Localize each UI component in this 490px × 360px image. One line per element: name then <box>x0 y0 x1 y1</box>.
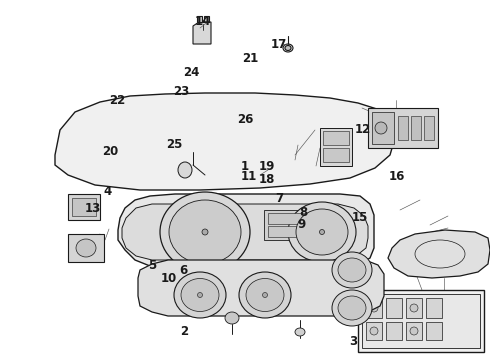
Polygon shape <box>138 260 384 316</box>
Ellipse shape <box>410 304 418 312</box>
Text: 12: 12 <box>354 123 371 136</box>
Text: 13: 13 <box>85 202 101 215</box>
Text: 17: 17 <box>271 39 288 51</box>
Polygon shape <box>68 194 100 220</box>
Text: 9: 9 <box>297 219 305 231</box>
Text: 26: 26 <box>237 113 253 126</box>
Text: 25: 25 <box>166 138 182 151</box>
Text: 3: 3 <box>349 335 357 348</box>
Text: 18: 18 <box>259 173 275 186</box>
Text: 11: 11 <box>241 170 257 183</box>
Ellipse shape <box>76 239 96 257</box>
Bar <box>204 16 209 22</box>
Bar <box>362 294 480 348</box>
Polygon shape <box>55 93 395 190</box>
Ellipse shape <box>178 162 192 178</box>
Polygon shape <box>122 204 368 260</box>
Bar <box>323 148 349 162</box>
Polygon shape <box>118 194 374 268</box>
Ellipse shape <box>169 200 241 264</box>
Text: 8: 8 <box>300 206 308 219</box>
Ellipse shape <box>239 272 291 318</box>
Text: 7: 7 <box>275 192 283 204</box>
Bar <box>406 298 422 318</box>
Text: 19: 19 <box>259 160 275 173</box>
Bar <box>386 298 402 318</box>
Ellipse shape <box>375 122 387 134</box>
Bar <box>264 210 314 240</box>
Bar <box>426 298 442 318</box>
Bar <box>406 322 422 340</box>
Polygon shape <box>368 108 438 148</box>
Ellipse shape <box>263 292 268 297</box>
Bar <box>358 290 484 352</box>
Text: 5: 5 <box>148 259 156 272</box>
Ellipse shape <box>370 304 378 312</box>
Ellipse shape <box>343 219 357 231</box>
Bar <box>268 213 310 224</box>
Ellipse shape <box>363 223 373 233</box>
Ellipse shape <box>197 292 202 297</box>
Bar <box>323 131 349 145</box>
Bar <box>372 112 394 144</box>
Text: 2: 2 <box>180 325 188 338</box>
Text: 4: 4 <box>104 185 112 198</box>
Text: 23: 23 <box>173 85 190 98</box>
Text: 20: 20 <box>102 145 119 158</box>
Ellipse shape <box>332 290 372 326</box>
Polygon shape <box>320 128 352 166</box>
Ellipse shape <box>288 202 356 262</box>
Text: 10: 10 <box>161 273 177 285</box>
Bar <box>366 322 382 340</box>
Ellipse shape <box>332 252 372 288</box>
Bar <box>386 322 402 340</box>
Text: 1: 1 <box>241 160 249 173</box>
Ellipse shape <box>225 312 239 324</box>
Ellipse shape <box>338 258 366 282</box>
Ellipse shape <box>338 296 366 320</box>
Ellipse shape <box>319 230 324 234</box>
Polygon shape <box>68 234 104 262</box>
Bar <box>72 198 96 216</box>
Text: 15: 15 <box>352 211 368 224</box>
Ellipse shape <box>160 192 250 272</box>
Text: 22: 22 <box>109 94 126 107</box>
Text: 6: 6 <box>180 264 188 276</box>
Bar <box>268 226 310 237</box>
Bar <box>411 116 421 140</box>
Polygon shape <box>388 230 490 278</box>
Text: 21: 21 <box>242 52 258 65</box>
Ellipse shape <box>181 279 219 311</box>
Bar <box>398 116 408 140</box>
Ellipse shape <box>296 209 348 255</box>
Text: 14: 14 <box>195 15 212 28</box>
Text: 24: 24 <box>183 66 199 78</box>
Ellipse shape <box>295 328 305 336</box>
Ellipse shape <box>246 279 284 311</box>
Ellipse shape <box>370 327 378 335</box>
Text: 16: 16 <box>389 170 405 183</box>
Ellipse shape <box>174 272 226 318</box>
Bar <box>366 298 382 318</box>
Ellipse shape <box>283 44 293 52</box>
Polygon shape <box>193 22 211 44</box>
Bar <box>426 322 442 340</box>
Ellipse shape <box>202 229 208 235</box>
Bar <box>197 16 202 22</box>
Ellipse shape <box>285 45 291 50</box>
Bar <box>424 116 434 140</box>
Ellipse shape <box>410 327 418 335</box>
